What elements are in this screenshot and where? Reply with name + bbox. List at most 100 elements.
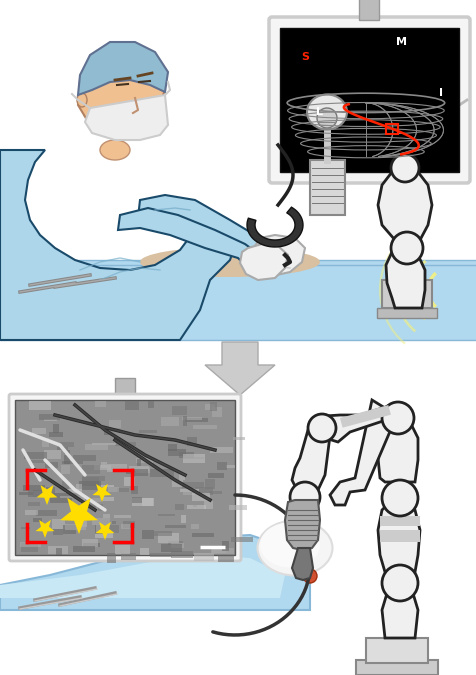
Bar: [109, 420, 120, 428]
Bar: [81, 477, 99, 487]
Bar: [100, 462, 107, 468]
Bar: [139, 430, 157, 433]
Polygon shape: [138, 195, 269, 262]
Ellipse shape: [257, 520, 332, 576]
Bar: [30, 401, 51, 410]
Bar: [99, 525, 119, 533]
Bar: [365, 638, 427, 663]
Bar: [28, 491, 47, 497]
Bar: [103, 428, 109, 435]
Bar: [64, 489, 82, 493]
Bar: [33, 490, 50, 497]
Bar: [136, 459, 141, 466]
Bar: [190, 524, 198, 529]
Bar: [136, 468, 145, 472]
Bar: [83, 543, 100, 547]
Bar: [205, 479, 214, 489]
Bar: [36, 510, 57, 516]
Bar: [218, 555, 233, 562]
FancyBboxPatch shape: [268, 17, 469, 183]
Polygon shape: [35, 520, 54, 538]
Bar: [226, 466, 235, 468]
Bar: [50, 431, 63, 437]
Bar: [63, 525, 76, 534]
Bar: [91, 498, 101, 502]
Bar: [96, 524, 108, 533]
Text: S: S: [300, 52, 308, 62]
Bar: [182, 457, 204, 459]
Bar: [99, 485, 114, 487]
Bar: [309, 160, 344, 215]
Ellipse shape: [140, 247, 319, 277]
Bar: [107, 464, 126, 472]
Bar: [24, 452, 47, 458]
Polygon shape: [239, 244, 288, 280]
Bar: [171, 551, 192, 558]
Bar: [186, 505, 206, 509]
Text: I: I: [438, 88, 442, 98]
Bar: [184, 418, 208, 423]
Circle shape: [289, 482, 319, 512]
Bar: [149, 531, 172, 536]
Polygon shape: [291, 548, 312, 580]
Bar: [171, 543, 184, 548]
Bar: [93, 464, 110, 470]
Bar: [63, 456, 69, 464]
Bar: [95, 401, 106, 407]
Bar: [85, 502, 96, 509]
Bar: [211, 548, 234, 554]
Bar: [131, 486, 137, 494]
Bar: [217, 462, 227, 470]
Circle shape: [307, 414, 335, 442]
Bar: [64, 524, 86, 530]
Bar: [79, 481, 101, 491]
Bar: [210, 402, 217, 410]
Bar: [42, 437, 49, 447]
Circle shape: [381, 480, 417, 516]
Polygon shape: [95, 522, 114, 540]
Bar: [28, 460, 46, 463]
Bar: [379, 530, 419, 542]
Polygon shape: [377, 500, 419, 572]
Bar: [149, 554, 171, 557]
Bar: [148, 401, 153, 408]
Bar: [28, 502, 40, 506]
Bar: [78, 521, 87, 527]
Bar: [123, 521, 135, 528]
Bar: [33, 518, 42, 522]
Bar: [51, 519, 65, 529]
Bar: [108, 487, 119, 492]
Bar: [112, 520, 116, 524]
Bar: [168, 444, 177, 451]
Bar: [181, 417, 201, 421]
Polygon shape: [37, 485, 57, 505]
Bar: [129, 466, 149, 471]
Bar: [208, 472, 224, 478]
Bar: [21, 543, 39, 552]
Circle shape: [302, 569, 317, 583]
Bar: [157, 533, 178, 543]
Bar: [180, 489, 199, 491]
Bar: [0, 395, 476, 675]
Polygon shape: [379, 128, 419, 157]
Bar: [123, 477, 135, 486]
Bar: [233, 437, 245, 440]
Bar: [193, 505, 197, 508]
Bar: [182, 492, 200, 495]
Polygon shape: [60, 498, 98, 534]
Bar: [211, 546, 225, 554]
Bar: [24, 510, 38, 515]
Circle shape: [381, 565, 417, 601]
Bar: [117, 487, 129, 492]
Bar: [186, 437, 197, 446]
Polygon shape: [92, 484, 111, 502]
Text: M: M: [396, 37, 407, 47]
Polygon shape: [251, 235, 304, 276]
Circle shape: [381, 402, 413, 434]
Polygon shape: [377, 168, 431, 240]
Bar: [39, 414, 60, 420]
Bar: [355, 660, 437, 675]
Bar: [52, 529, 63, 535]
Bar: [172, 406, 187, 414]
Polygon shape: [381, 585, 417, 638]
